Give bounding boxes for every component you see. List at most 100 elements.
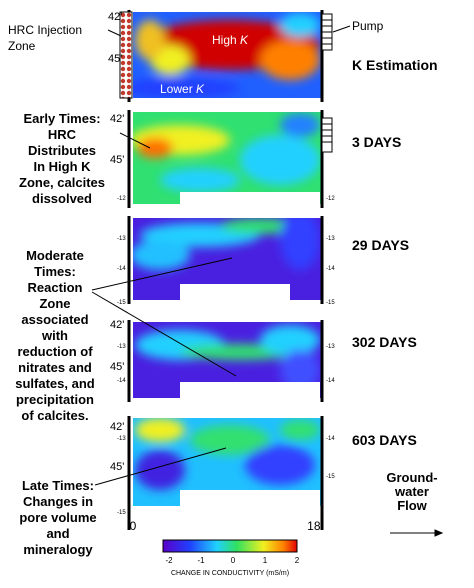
caption-line: dissolved [32,191,92,206]
pump-label: Pump [352,19,384,33]
caption-line: Zone, calcites [19,175,105,190]
panel-title: 302 DAYS [352,334,417,350]
tick: -13 [117,436,126,442]
axis-label: 18' [307,519,323,533]
heatmap-panel [133,418,321,506]
heatmap-panel [133,322,321,398]
caption-line: Zone [8,39,36,53]
tick: -12 [326,196,335,202]
tick: -15 [326,474,335,480]
colorbar [162,539,298,553]
pump-icon [321,13,333,51]
heatmap-blob [280,218,320,270]
heatmap-blob [190,425,270,455]
panel-title: 29 DAYS [352,237,409,253]
heatmap-blobs [133,13,320,98]
depth: 45' [110,361,124,373]
tick: -14 [326,378,335,384]
tick: -14 [326,266,335,272]
heatmap-panel [133,112,321,204]
heatmap-blob [133,240,190,270]
colorbar-tick: -1 [197,556,205,565]
caption-line: Times: [34,264,76,279]
heatmap-blob [135,450,185,490]
heatmap-blobs [135,418,320,490]
caption-line: nitrates and [18,360,92,375]
heatmap-blob [135,20,165,60]
heatmap-blobs [135,325,320,390]
colorbar-tick: 0 [231,556,236,565]
heatmap-blob [240,135,320,185]
caption-line: Late Times: [22,478,94,493]
blank-area [180,284,290,300]
depth: 45' [110,154,124,166]
depth: 42' [110,113,124,125]
heatmap-blob [135,418,185,442]
heatmap-blob [137,138,173,158]
caption-line: Moderate [26,248,84,263]
caption-line: Flow [397,498,427,513]
heatmap-blob [260,40,320,80]
caption-line: In High K [33,159,91,174]
caption-line: reduction of [17,344,93,359]
caption-line: mineralogy [23,542,93,557]
caption-line: Changes in [23,494,93,509]
blank-area [180,490,320,506]
high-k-label: High K [212,33,249,47]
caption-line: Ground- [386,470,437,485]
heatmap-blob [160,168,240,192]
pointer-lines [91,25,444,537]
tick: -14 [326,436,335,442]
caption-line: associated [21,312,88,327]
word: Lower [160,82,193,96]
pump-icon [321,117,333,153]
caption-line: of calcites. [21,408,88,423]
tick: -14 [117,266,126,272]
panel-title: K Estimation [352,57,438,73]
depth: 45' [108,53,122,65]
word: K [196,82,205,96]
heatmap-blobs [133,113,320,192]
heatmap-blob [260,325,320,355]
hrc-column [119,11,133,99]
heatmap-blobs [133,218,320,270]
colorbar-tick: 1 [263,556,268,565]
lower-k-label: Lower K [160,82,205,96]
heatmap-panel [133,12,321,98]
blank-area [180,192,320,204]
caption-line: Reaction [28,280,83,295]
tick: -13 [326,236,335,242]
depth: 45' [110,461,124,473]
caption-line: HRC [48,127,77,142]
word: K [240,33,249,47]
heatmap-blob [220,218,300,234]
depth: 42' [110,421,124,433]
heatmap-blob [280,350,320,390]
heatmap-blob [245,445,315,485]
tick: -13 [117,344,126,350]
depth: 42' [108,11,122,23]
tick: -15 [117,510,126,516]
caption-line: Early Times: [23,111,100,126]
caption-line: with [41,328,68,343]
axis-label: 0 [130,519,137,533]
caption-line: and [46,526,69,541]
caption-line: pore volume [19,510,96,525]
heatmap-blob [133,78,240,98]
colorbar-label: CHANGE IN CONDUCTIVITY (mS/m) [171,570,289,577]
heatmap-blob [280,13,320,37]
panel-title: 3 DAYS [352,134,401,150]
tick: -15 [326,300,335,306]
heatmap-panel [133,218,321,300]
caption-line: sulfates, and [15,376,95,391]
tick: -15 [117,300,126,306]
tick: -13 [326,344,335,350]
word: High [212,33,237,47]
panel-title: 603 DAYS [352,432,417,448]
caption-line: Zone [39,296,70,311]
caption-line: Distributes [28,143,96,158]
heatmap-blob [280,113,320,137]
tick: -12 [117,196,126,202]
caption-line: water [394,484,429,499]
